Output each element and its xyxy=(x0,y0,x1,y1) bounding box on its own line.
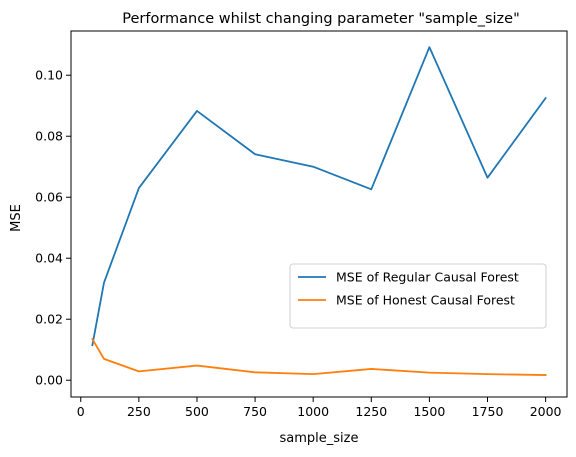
series-line-1 xyxy=(91,46,547,347)
x-axis-label: sample_size xyxy=(280,431,359,446)
y-tick-label: 0.08 xyxy=(35,129,63,144)
x-tick-label: 1500 xyxy=(413,404,445,419)
legend-label-2: MSE of Honest Causal Forest xyxy=(336,293,515,308)
y-axis-label: MSE xyxy=(9,204,24,232)
x-tick-label: 250 xyxy=(127,404,151,419)
x-tick-label: 2000 xyxy=(530,404,562,419)
plot-frame xyxy=(70,30,568,398)
legend-label-1: MSE of Regular Causal Forest xyxy=(336,270,519,285)
y-tick-label: 0.04 xyxy=(35,251,63,266)
x-axis-ticks: 0 250 500 750 1000 1250 1500 1750 2000 xyxy=(77,397,562,419)
x-tick-label: 1750 xyxy=(472,404,504,419)
y-tick-label: 0.06 xyxy=(35,190,63,205)
series-line-2 xyxy=(91,337,547,376)
legend: MSE of Regular Causal Forest MSE of Hones… xyxy=(289,263,547,329)
x-tick-label: 500 xyxy=(185,404,209,419)
y-axis-ticks: 0.00 0.02 0.04 0.06 0.08 0.10 xyxy=(35,68,71,388)
x-tick-label: 0 xyxy=(77,404,85,419)
x-tick-label: 1000 xyxy=(297,404,329,419)
y-tick-label: 0.02 xyxy=(35,312,63,327)
y-tick-label: 0.10 xyxy=(35,68,63,83)
legend-box xyxy=(289,263,547,329)
plot-lines xyxy=(91,46,547,376)
chart-title: Performance whilst changing parameter "s… xyxy=(122,11,520,27)
x-tick-label: 750 xyxy=(243,404,267,419)
x-tick-label: 1250 xyxy=(355,404,387,419)
y-tick-label: 0.00 xyxy=(35,373,63,388)
